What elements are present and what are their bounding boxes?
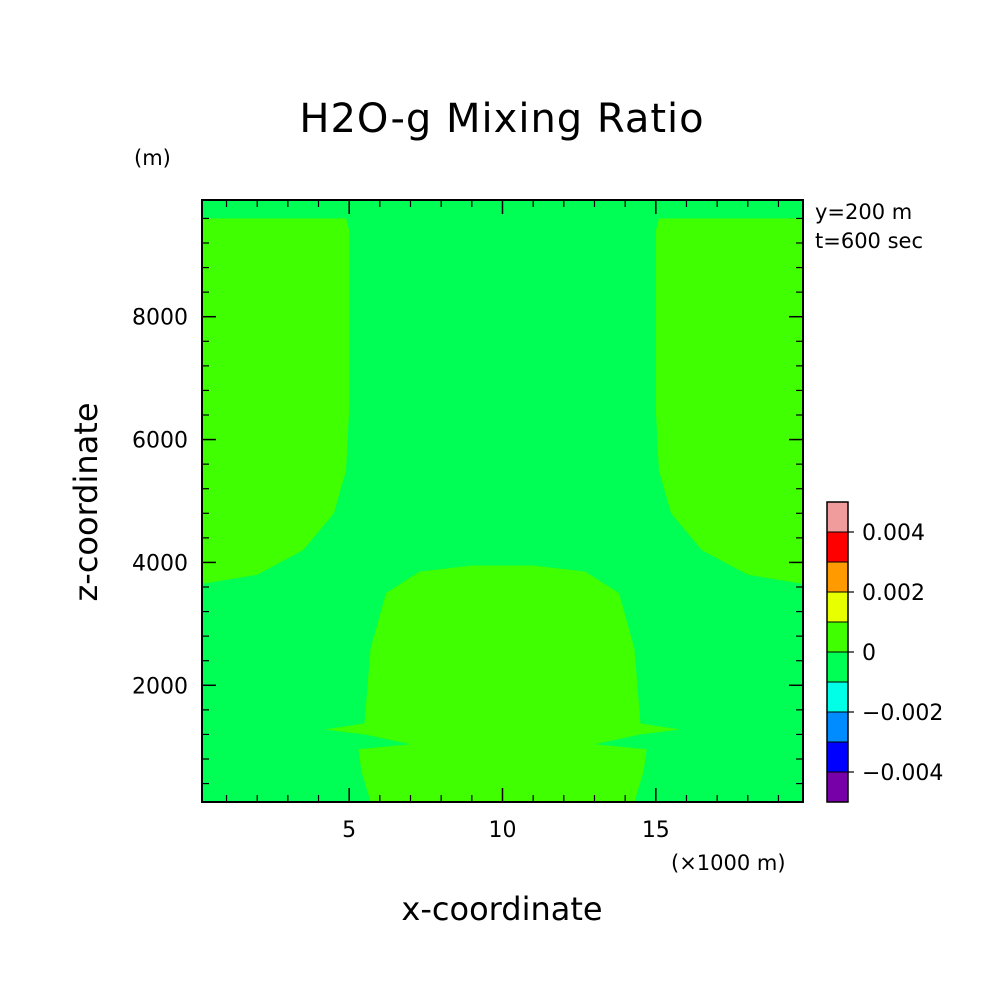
annotation-y: y=200 m bbox=[815, 200, 912, 224]
y-tick-label: 2000 bbox=[132, 674, 188, 699]
colorbar-label: 0.002 bbox=[862, 581, 925, 606]
colorbar-swatch bbox=[826, 561, 849, 593]
colorbar-swatch bbox=[826, 621, 849, 653]
y-axis-label: z-coordinate bbox=[67, 402, 105, 601]
y-tick-label: 8000 bbox=[132, 306, 188, 331]
plot-area bbox=[201, 199, 804, 803]
colorbar-swatch bbox=[826, 501, 849, 533]
x-axis-label: x-coordinate bbox=[401, 890, 602, 928]
colorbar-swatch bbox=[826, 711, 849, 743]
x-unit-label: (×1000 m) bbox=[671, 851, 786, 875]
colorbar-swatch bbox=[826, 591, 849, 623]
colorbar-label: 0.004 bbox=[862, 521, 925, 546]
contour-region-upper-right-positive bbox=[655, 218, 803, 584]
y-unit-label: (m) bbox=[134, 146, 171, 170]
y-tick-label: 6000 bbox=[132, 429, 188, 454]
colorbar-swatch bbox=[826, 741, 849, 773]
colorbar-label: 0 bbox=[862, 641, 876, 666]
colorbar-swatch bbox=[826, 531, 849, 563]
x-tick-label: 15 bbox=[642, 818, 670, 843]
colorbar-swatch bbox=[826, 651, 849, 683]
y-axis: 2000 4000 6000 8000 bbox=[132, 217, 803, 785]
colorbar: 0.004 0.002 0 −0.002 −0.004 bbox=[826, 501, 943, 803]
chart-title: H2O-g Mixing Ratio bbox=[299, 96, 704, 142]
colorbar-label: −0.002 bbox=[862, 701, 943, 726]
colorbar-label: −0.004 bbox=[862, 761, 943, 786]
annotation-t: t=600 sec bbox=[815, 229, 923, 253]
colorbar-swatch bbox=[826, 771, 849, 803]
x-axis: 5 10 15 bbox=[225, 200, 780, 843]
colorbar-swatch bbox=[826, 681, 849, 713]
x-tick-label: 5 bbox=[342, 818, 356, 843]
x-tick-label: 10 bbox=[489, 818, 517, 843]
y-tick-label: 4000 bbox=[132, 551, 188, 576]
contour-region-upper-left-positive bbox=[202, 218, 350, 584]
contour-region-lower-center-positive bbox=[324, 565, 681, 802]
